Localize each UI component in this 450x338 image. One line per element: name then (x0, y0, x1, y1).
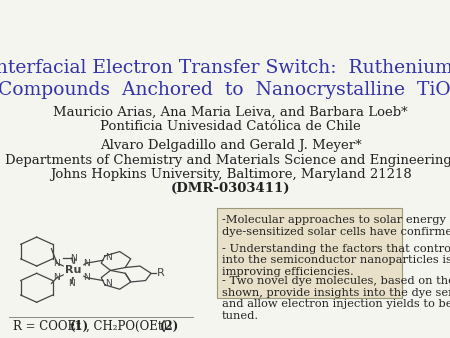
Text: R = COOEt: R = COOEt (13, 320, 84, 333)
Text: Johns Hopkins University, Baltimore, Maryland 21218: Johns Hopkins University, Baltimore, Mar… (50, 168, 411, 181)
Text: , CH₂PO(OEt)₂: , CH₂PO(OEt)₂ (86, 320, 176, 333)
Text: An Interfacial Electron Transfer Switch:  Ruthenium-dppz: An Interfacial Electron Transfer Switch:… (0, 59, 450, 77)
Text: Ru: Ru (65, 265, 82, 275)
FancyBboxPatch shape (217, 209, 401, 298)
Text: Departments of Chemistry and Materials Science and Engineering,: Departments of Chemistry and Materials S… (5, 154, 450, 167)
Text: N: N (105, 279, 112, 288)
Text: - Two novel dye molecules, based on the dppz ligands
shown, provide insights int: - Two novel dye molecules, based on the … (222, 276, 450, 321)
Text: N: N (70, 254, 77, 263)
Text: (1): (1) (70, 320, 89, 333)
Text: Alvaro Delgadillo and Gerald J. Meyer*: Alvaro Delgadillo and Gerald J. Meyer* (100, 140, 361, 152)
Text: -Molecular approaches to solar energy conversion based on
dye-sensitized solar c: -Molecular approaches to solar energy co… (222, 215, 450, 237)
Text: (2): (2) (160, 320, 180, 333)
Text: N: N (54, 273, 60, 282)
Text: (DMR-0303411): (DMR-0303411) (171, 183, 290, 195)
Text: N: N (54, 259, 60, 268)
Text: N: N (105, 253, 112, 262)
Text: - Understanding the factors that control electron  injection
into the semiconduc: - Understanding the factors that control… (222, 244, 450, 277)
Text: N: N (83, 259, 90, 268)
Text: N: N (68, 279, 75, 288)
Text: R: R (157, 268, 164, 278)
Text: Mauricio Arias, Ana Maria Leiva, and Barbara Loeb*: Mauricio Arias, Ana Maria Leiva, and Bar… (53, 105, 408, 119)
Text: N: N (83, 273, 90, 282)
Text: Pontificia Univesidad Católica de Chile: Pontificia Univesidad Católica de Chile (100, 120, 361, 133)
Text: Compounds  Anchored  to  Nanocrystalline  TiO2: Compounds Anchored to Nanocrystalline Ti… (0, 81, 450, 99)
